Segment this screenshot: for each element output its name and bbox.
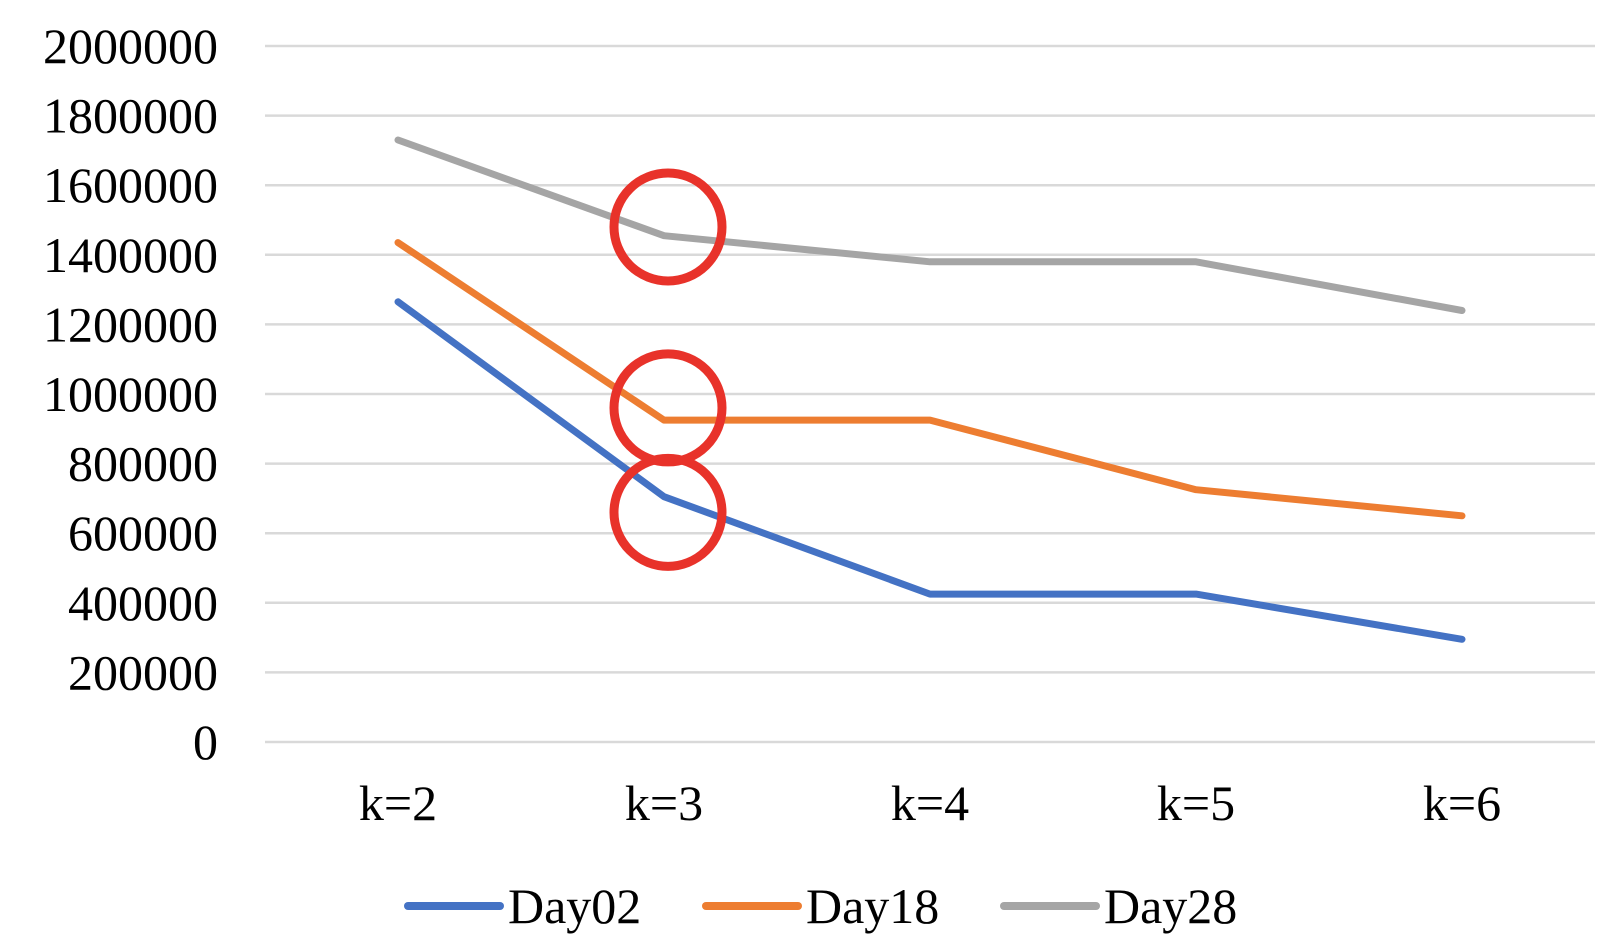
series-line-day28 bbox=[394, 136, 1466, 314]
y-tick-label: 600000 bbox=[68, 505, 218, 561]
y-tick-label: 1400000 bbox=[43, 227, 218, 283]
highlight-circle-3 bbox=[609, 453, 727, 571]
legend: Day02 Day18 Day28 bbox=[404, 878, 1237, 934]
legend-label-day18: Day18 bbox=[806, 878, 939, 934]
legend-label-day02: Day02 bbox=[508, 878, 641, 934]
series-lines bbox=[394, 136, 1466, 643]
annotation-circles bbox=[609, 168, 727, 571]
x-axis-tick-labels: k=2 k=3 k=4 k=5 k=6 bbox=[359, 775, 1501, 831]
highlight-circle-2 bbox=[609, 349, 727, 467]
y-tick-label: 1800000 bbox=[43, 88, 218, 144]
series-line-day02 bbox=[394, 298, 1466, 643]
y-tick-label: 200000 bbox=[68, 644, 218, 700]
x-tick-label: k=3 bbox=[625, 775, 703, 831]
x-tick-label: k=6 bbox=[1423, 775, 1501, 831]
y-tick-label: 0 bbox=[193, 714, 218, 770]
highlight-circle-1 bbox=[609, 168, 727, 286]
gridlines bbox=[265, 44, 1595, 744]
y-tick-label: 1600000 bbox=[43, 157, 218, 213]
y-axis-tick-labels: 0 200000 400000 600000 800000 1000000 1200000 1… bbox=[43, 18, 218, 770]
y-tick-label: 2000000 bbox=[43, 18, 218, 74]
legend-label-day28: Day28 bbox=[1104, 878, 1237, 934]
x-tick-label: k=2 bbox=[359, 775, 437, 831]
y-tick-label: 1000000 bbox=[43, 366, 218, 422]
y-tick-label: 800000 bbox=[68, 436, 218, 492]
x-tick-label: k=4 bbox=[891, 775, 969, 831]
y-tick-label: 1200000 bbox=[43, 296, 218, 352]
series-line-day18 bbox=[394, 239, 1466, 520]
x-tick-label: k=5 bbox=[1157, 775, 1235, 831]
y-tick-label: 400000 bbox=[68, 575, 218, 631]
